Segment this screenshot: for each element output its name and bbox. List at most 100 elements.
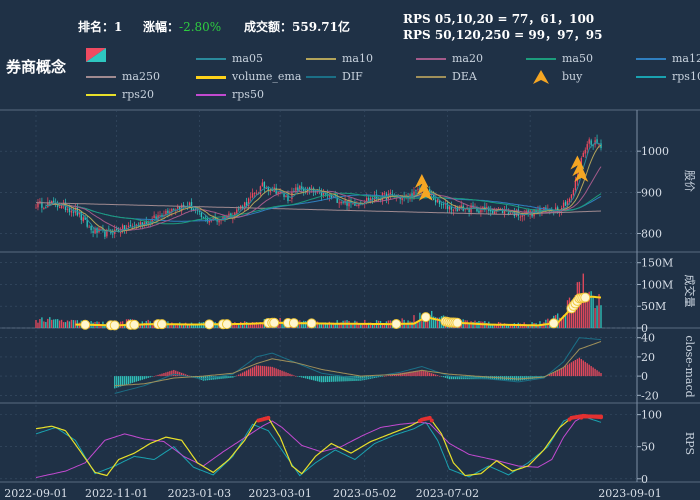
candle-body xyxy=(242,206,244,209)
volume-ema-marker xyxy=(548,318,559,329)
rps-high-marker xyxy=(256,418,261,423)
volume-bar xyxy=(245,321,248,328)
candle-body xyxy=(316,190,319,193)
macd-bar xyxy=(405,372,407,377)
macd-bar xyxy=(342,376,344,382)
volume-bar xyxy=(407,320,409,328)
candle-body xyxy=(541,210,543,212)
candle-body xyxy=(127,225,130,228)
candle-body xyxy=(476,207,478,212)
candle-body xyxy=(157,215,159,220)
candle-body xyxy=(405,195,407,197)
volume-ema-marker xyxy=(288,318,299,329)
volume-bar xyxy=(117,322,120,328)
volume-bar xyxy=(580,298,583,328)
volume-bar xyxy=(167,321,169,328)
candle-body xyxy=(147,221,149,225)
legend-item-rps50[interactable]: rps50 xyxy=(196,88,264,101)
macd-bar xyxy=(310,376,313,380)
volume-bar xyxy=(267,318,269,328)
candle-body xyxy=(371,198,374,200)
change-label: 涨幅： xyxy=(143,20,180,34)
volume-bar xyxy=(165,322,167,328)
macd-bar xyxy=(494,376,496,380)
candle-body xyxy=(259,186,262,195)
legend-label: rps10 xyxy=(672,70,700,83)
legend-item-buy[interactable]: buy xyxy=(526,70,582,84)
rps50-line xyxy=(35,416,601,478)
candle-body xyxy=(482,206,484,210)
volume-bar xyxy=(192,325,195,328)
macd-bar xyxy=(421,369,423,377)
volume-bar xyxy=(474,320,476,328)
change-text: 涨幅：-2.80% xyxy=(143,18,221,35)
legend-item-rps20[interactable]: rps20 xyxy=(86,88,154,101)
macd-bar xyxy=(320,376,323,383)
volume-bar xyxy=(470,321,472,328)
candle-body xyxy=(450,206,453,210)
y-tick-label: 100 xyxy=(641,409,662,422)
candle-body xyxy=(64,202,67,210)
candle-body xyxy=(277,192,279,195)
legend-item-ma250[interactable]: ma250 xyxy=(86,70,160,83)
rps-high-marker xyxy=(569,415,574,420)
volume-bar xyxy=(588,291,590,328)
volume-bar xyxy=(35,319,37,328)
volume-ema-line xyxy=(75,295,602,327)
macd-bar xyxy=(440,376,443,377)
macd-bar xyxy=(139,376,142,381)
volume-bar xyxy=(472,321,474,328)
macd-bar xyxy=(474,376,476,380)
candle-body xyxy=(529,210,531,215)
volume-bar xyxy=(594,308,596,328)
buy-marker-icon xyxy=(572,162,587,177)
volume-bar xyxy=(94,321,96,328)
volume-bar xyxy=(58,320,61,328)
macd-bar xyxy=(198,376,201,380)
volume-bar xyxy=(163,321,165,328)
macd-histogram xyxy=(114,357,602,389)
candle-body xyxy=(417,189,419,191)
candle-body xyxy=(352,202,354,204)
legend-item-ma10[interactable]: ma10 xyxy=(306,52,373,65)
volume-bar xyxy=(171,322,173,328)
legend-item-ma05[interactable]: ma05 xyxy=(196,52,263,65)
macd-bar xyxy=(401,372,403,377)
volume-bar xyxy=(145,320,147,328)
legend-item-DIF[interactable]: DIF xyxy=(306,70,363,83)
x-tick-label: 2023-01-03 xyxy=(168,487,231,500)
y-tick-label: 150M xyxy=(641,257,673,270)
macd-bar xyxy=(330,376,332,382)
legend-item-ma120[interactable]: ma120 xyxy=(636,52,700,65)
volume-bar xyxy=(84,320,86,328)
legend-item-ma20[interactable]: ma20 xyxy=(416,52,483,65)
volume-bar xyxy=(56,319,59,328)
rps-high-marker xyxy=(587,414,592,419)
candle-body xyxy=(562,202,565,209)
volume-bar xyxy=(415,321,417,328)
volume-bar xyxy=(558,317,561,328)
volume-bars xyxy=(35,273,602,328)
volume-bar xyxy=(438,317,441,328)
rps-high-marker xyxy=(593,414,598,419)
rps-high-marker xyxy=(591,414,596,419)
macd-bar xyxy=(419,370,421,377)
macd-bar xyxy=(531,376,533,380)
legend-item-rps10[interactable]: rps10 xyxy=(636,70,700,83)
candle-body xyxy=(169,211,171,214)
volume-bar xyxy=(179,322,181,328)
legend-item-DEA[interactable]: DEA xyxy=(416,70,477,83)
volume-ema-marker xyxy=(446,317,457,328)
legend-item-ma50[interactable]: ma50 xyxy=(526,52,593,65)
volume-bar xyxy=(379,321,382,328)
macd-bar xyxy=(169,371,171,377)
y-tick-label: 50 xyxy=(641,441,655,454)
candle-body xyxy=(472,205,474,208)
candle-body xyxy=(572,190,575,195)
macd-bar xyxy=(427,371,429,377)
legend-item-volume-ema[interactable]: volume_ema xyxy=(196,70,301,83)
volume-bar xyxy=(432,316,435,328)
macd-bar xyxy=(234,376,236,377)
volume-bar xyxy=(505,325,508,328)
candle-body xyxy=(51,200,53,204)
